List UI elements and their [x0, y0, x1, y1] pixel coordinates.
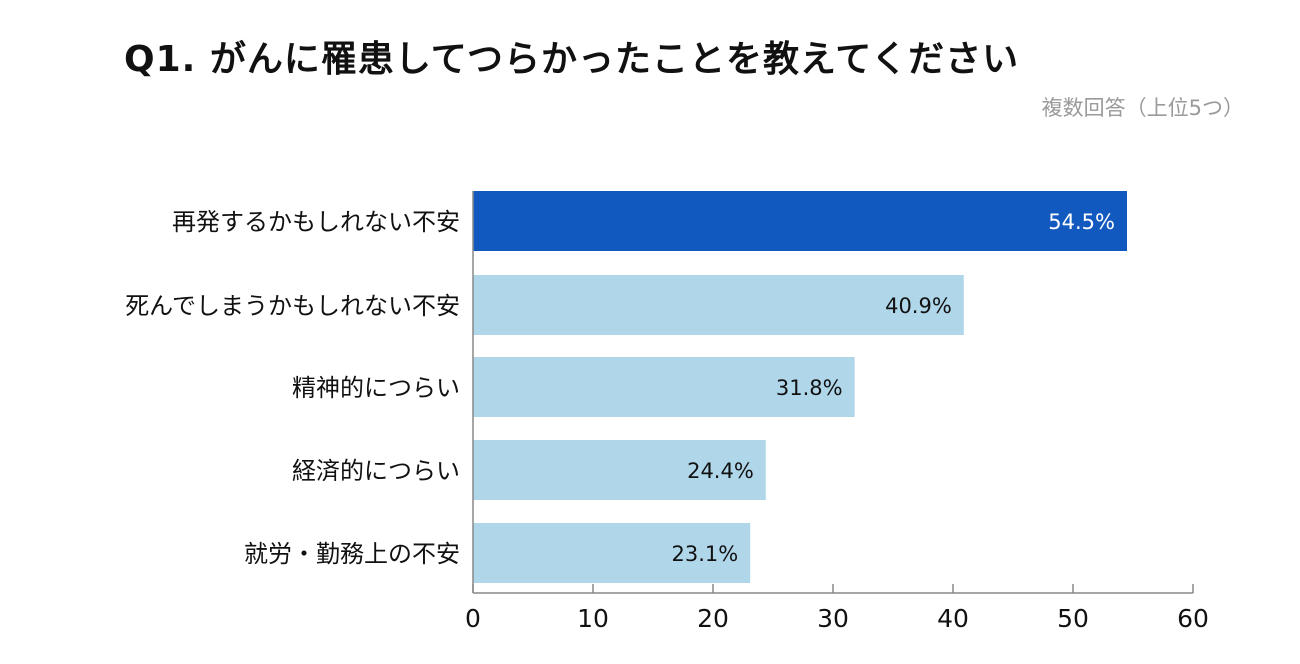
data-label: 31.8%	[776, 376, 843, 400]
x-tick-label: 10	[577, 604, 609, 633]
x-tick-label: 60	[1177, 604, 1209, 633]
bar	[473, 275, 964, 335]
data-label: 23.1%	[671, 542, 738, 566]
bar	[473, 191, 1127, 251]
bar	[473, 357, 855, 417]
x-tick-label: 20	[697, 604, 729, 633]
x-tick-label: 30	[817, 604, 849, 633]
category-label: 経済的につらい	[292, 457, 460, 485]
data-label: 40.9%	[885, 294, 952, 318]
x-tick-label: 50	[1057, 604, 1089, 633]
data-label: 54.5%	[1048, 210, 1115, 234]
bar	[473, 440, 766, 500]
category-label: 就労・勤務上の不安	[244, 540, 460, 568]
category-label: 再発するかもしれない不安	[172, 208, 460, 236]
data-label: 24.4%	[687, 459, 754, 483]
bar	[473, 523, 751, 583]
category-label: 精神的につらい	[292, 374, 460, 402]
chart-title: Q1. がんに罹患してつらかったことを教えてください	[124, 39, 1020, 80]
x-tick-label: 0	[465, 604, 481, 633]
category-label: 死んでしまうかもしれない不安	[125, 292, 460, 320]
chart-subtitle: 複数回答（上位5つ）	[1041, 96, 1244, 120]
x-tick-label: 40	[937, 604, 969, 633]
